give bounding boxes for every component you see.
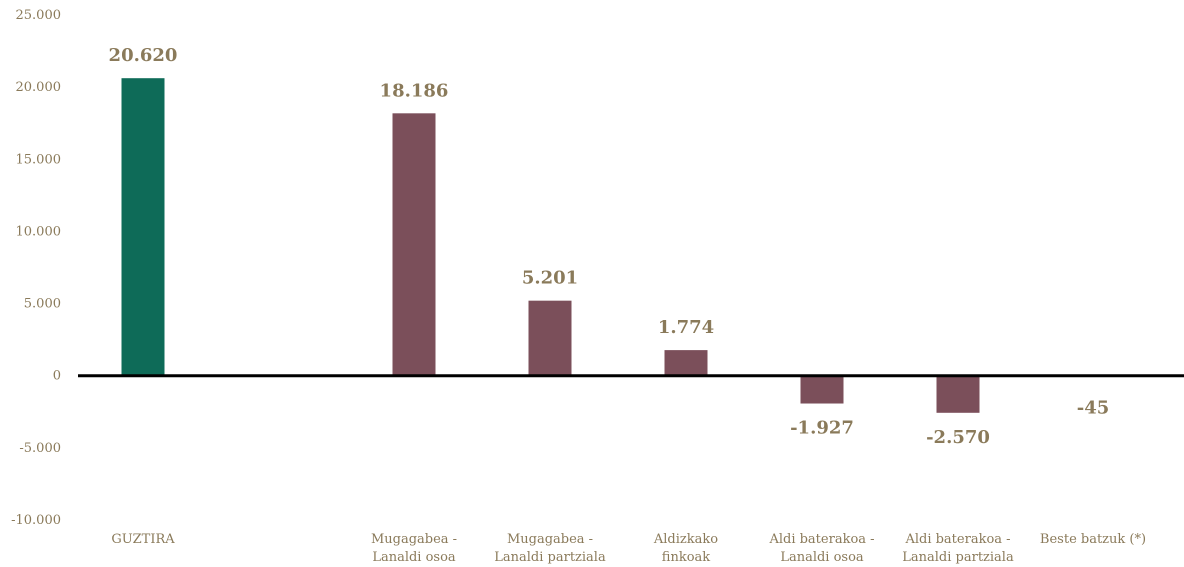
category-label: Aldizkako (653, 532, 718, 547)
category-label: Mugagabea - (371, 532, 457, 547)
data-label: 5.201 (522, 268, 578, 289)
bar (392, 113, 436, 376)
category-label: Lanaldi partziala (494, 550, 606, 565)
y-tick-label: 5.000 (24, 297, 61, 312)
category-label: Beste batzuk (*) (1040, 532, 1146, 547)
y-tick-label: 10.000 (16, 224, 62, 239)
y-tick-label: -5.000 (19, 441, 61, 456)
data-label: 1.774 (658, 317, 714, 338)
data-label: -1.927 (790, 418, 854, 439)
y-tick-label: 0 (53, 369, 61, 384)
category-label: finkoak (662, 550, 710, 565)
category-label: Aldi baterakoa - (768, 532, 874, 547)
bar (800, 375, 844, 404)
bar (528, 300, 572, 376)
data-label: -45 (1077, 398, 1110, 419)
bar (121, 78, 165, 376)
category-label: GUZTIRA (111, 532, 175, 547)
data-label: 20.620 (109, 45, 178, 66)
category-label: Lanaldi partziala (902, 550, 1014, 565)
y-tick-label: 25.000 (16, 8, 62, 23)
category-label: Aldi baterakoa - (904, 532, 1010, 547)
y-tick-label: 20.000 (16, 80, 62, 95)
category-label: Lanaldi osoa (780, 550, 864, 565)
category-label: Lanaldi osoa (372, 550, 456, 565)
y-tick-label: -10.000 (11, 513, 61, 528)
y-tick-label: 15.000 (16, 152, 62, 167)
bar (664, 350, 708, 376)
data-label: -2.570 (926, 427, 990, 448)
bar (936, 375, 980, 413)
data-label: 18.186 (380, 80, 449, 101)
category-label: Mugagabea - (507, 532, 593, 547)
